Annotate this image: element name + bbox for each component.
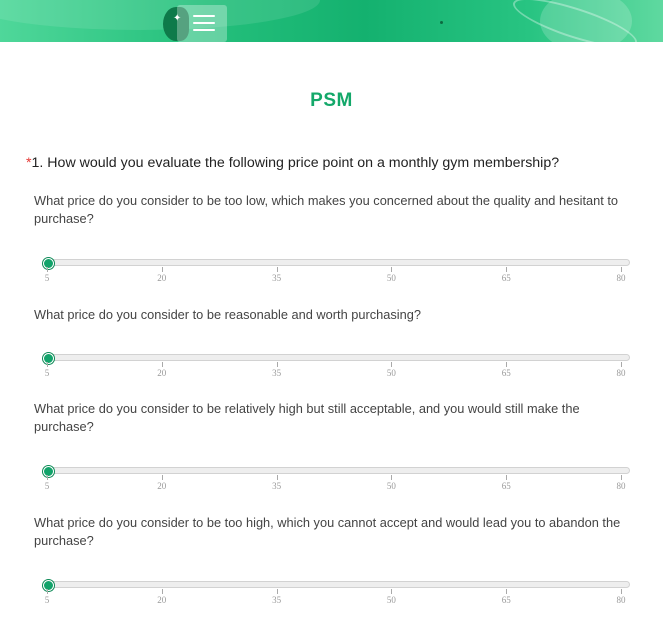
slider-tick-label: 5 bbox=[44, 368, 50, 378]
slider-tick bbox=[391, 362, 393, 367]
slider-tick bbox=[47, 267, 48, 272]
slider-tick-label: 65 bbox=[501, 595, 511, 605]
slider-tick bbox=[276, 267, 278, 272]
slider-tick bbox=[47, 362, 48, 367]
sub-question-3: What price do you consider to be relativ… bbox=[34, 401, 580, 434]
slider-tick-label: 35 bbox=[272, 368, 282, 378]
slider-tick-label: 50 bbox=[386, 481, 396, 491]
slider-track[interactable] bbox=[44, 354, 630, 361]
slider-tick bbox=[161, 475, 163, 480]
slider-tick-label: 20 bbox=[157, 481, 167, 491]
slider-handle[interactable] bbox=[43, 258, 54, 269]
slider-tick-label: 65 bbox=[501, 273, 511, 283]
slider-tick bbox=[621, 362, 622, 367]
slider-track[interactable] bbox=[44, 467, 630, 474]
slider-tick-label: 50 bbox=[386, 273, 396, 283]
menu-line-icon bbox=[193, 15, 215, 17]
slider-tick bbox=[391, 267, 393, 272]
slider-tick-label: 5 bbox=[44, 273, 50, 283]
slider-tick-label: 20 bbox=[157, 273, 167, 283]
slider-tick-label: 80 bbox=[616, 273, 626, 283]
slider-tick bbox=[276, 475, 278, 480]
header-banner: ✦ bbox=[0, 0, 663, 42]
slider-tick-label: 5 bbox=[44, 481, 50, 491]
slider-tick bbox=[506, 589, 508, 594]
sub-question-1: What price do you consider to be too low… bbox=[34, 193, 619, 226]
slider-tick-label: 35 bbox=[272, 273, 282, 283]
slider-tick-label: 20 bbox=[157, 595, 167, 605]
price-slider-2[interactable]: 5 20 35 50 65 80 bbox=[43, 353, 631, 390]
slider-tick-label: 65 bbox=[501, 481, 511, 491]
sub-question-4: What price do you consider to be too hig… bbox=[34, 515, 621, 548]
menu-line-icon bbox=[193, 22, 215, 24]
star-decoration bbox=[440, 21, 443, 24]
slider-tick-label: 50 bbox=[386, 368, 396, 378]
slider-track[interactable] bbox=[44, 581, 630, 588]
slider-tick bbox=[391, 589, 393, 594]
question-text: 1. How would you evaluate the following … bbox=[31, 155, 560, 171]
leaf-icon bbox=[163, 7, 189, 41]
leaf-menu-icon: ✦ bbox=[163, 5, 227, 42]
slider-tick bbox=[161, 589, 163, 594]
slider-tick-label: 35 bbox=[272, 595, 282, 605]
price-slider-3[interactable]: 5 20 35 50 65 80 bbox=[43, 466, 631, 503]
slider-tick-label: 20 bbox=[157, 368, 167, 378]
slider-tick bbox=[276, 362, 278, 367]
slider-tick bbox=[276, 589, 278, 594]
slider-tick-label: 80 bbox=[616, 481, 626, 491]
price-slider-4[interactable]: 5 20 35 50 65 80 bbox=[43, 580, 631, 617]
required-mark: * bbox=[26, 155, 32, 171]
menu-line-icon bbox=[193, 29, 215, 31]
slider-tick bbox=[506, 362, 508, 367]
slider-tick bbox=[621, 475, 622, 480]
slider-tick-label: 50 bbox=[386, 595, 396, 605]
slider-tick bbox=[47, 589, 48, 594]
banner-wave-decoration bbox=[0, 0, 320, 30]
slider-tick bbox=[47, 475, 48, 480]
slider-tick bbox=[161, 362, 163, 367]
slider-tick-label: 80 bbox=[616, 595, 626, 605]
price-slider-1[interactable]: 5 20 35 50 65 80 bbox=[43, 258, 631, 295]
slider-tick-label: 80 bbox=[616, 368, 626, 378]
survey-title: PSM bbox=[310, 90, 353, 111]
sub-question-2: What price do you consider to be reasona… bbox=[34, 307, 421, 322]
slider-tick bbox=[161, 267, 163, 272]
slider-handle[interactable] bbox=[43, 580, 54, 591]
slider-tick bbox=[506, 475, 508, 480]
slider-tick-label: 5 bbox=[44, 595, 50, 605]
sparkle-icon: ✦ bbox=[173, 13, 182, 24]
slider-tick bbox=[506, 267, 508, 272]
slider-tick bbox=[621, 589, 622, 594]
question-heading: *1. How would you evaluate the following… bbox=[26, 155, 559, 171]
planet-decoration bbox=[540, 0, 632, 42]
slider-tick-label: 65 bbox=[501, 368, 511, 378]
slider-tick-label: 35 bbox=[272, 481, 282, 491]
slider-handle[interactable] bbox=[43, 466, 54, 477]
slider-tick bbox=[391, 475, 393, 480]
slider-handle[interactable] bbox=[43, 353, 54, 364]
slider-tick bbox=[621, 267, 622, 272]
slider-track[interactable] bbox=[44, 259, 630, 266]
